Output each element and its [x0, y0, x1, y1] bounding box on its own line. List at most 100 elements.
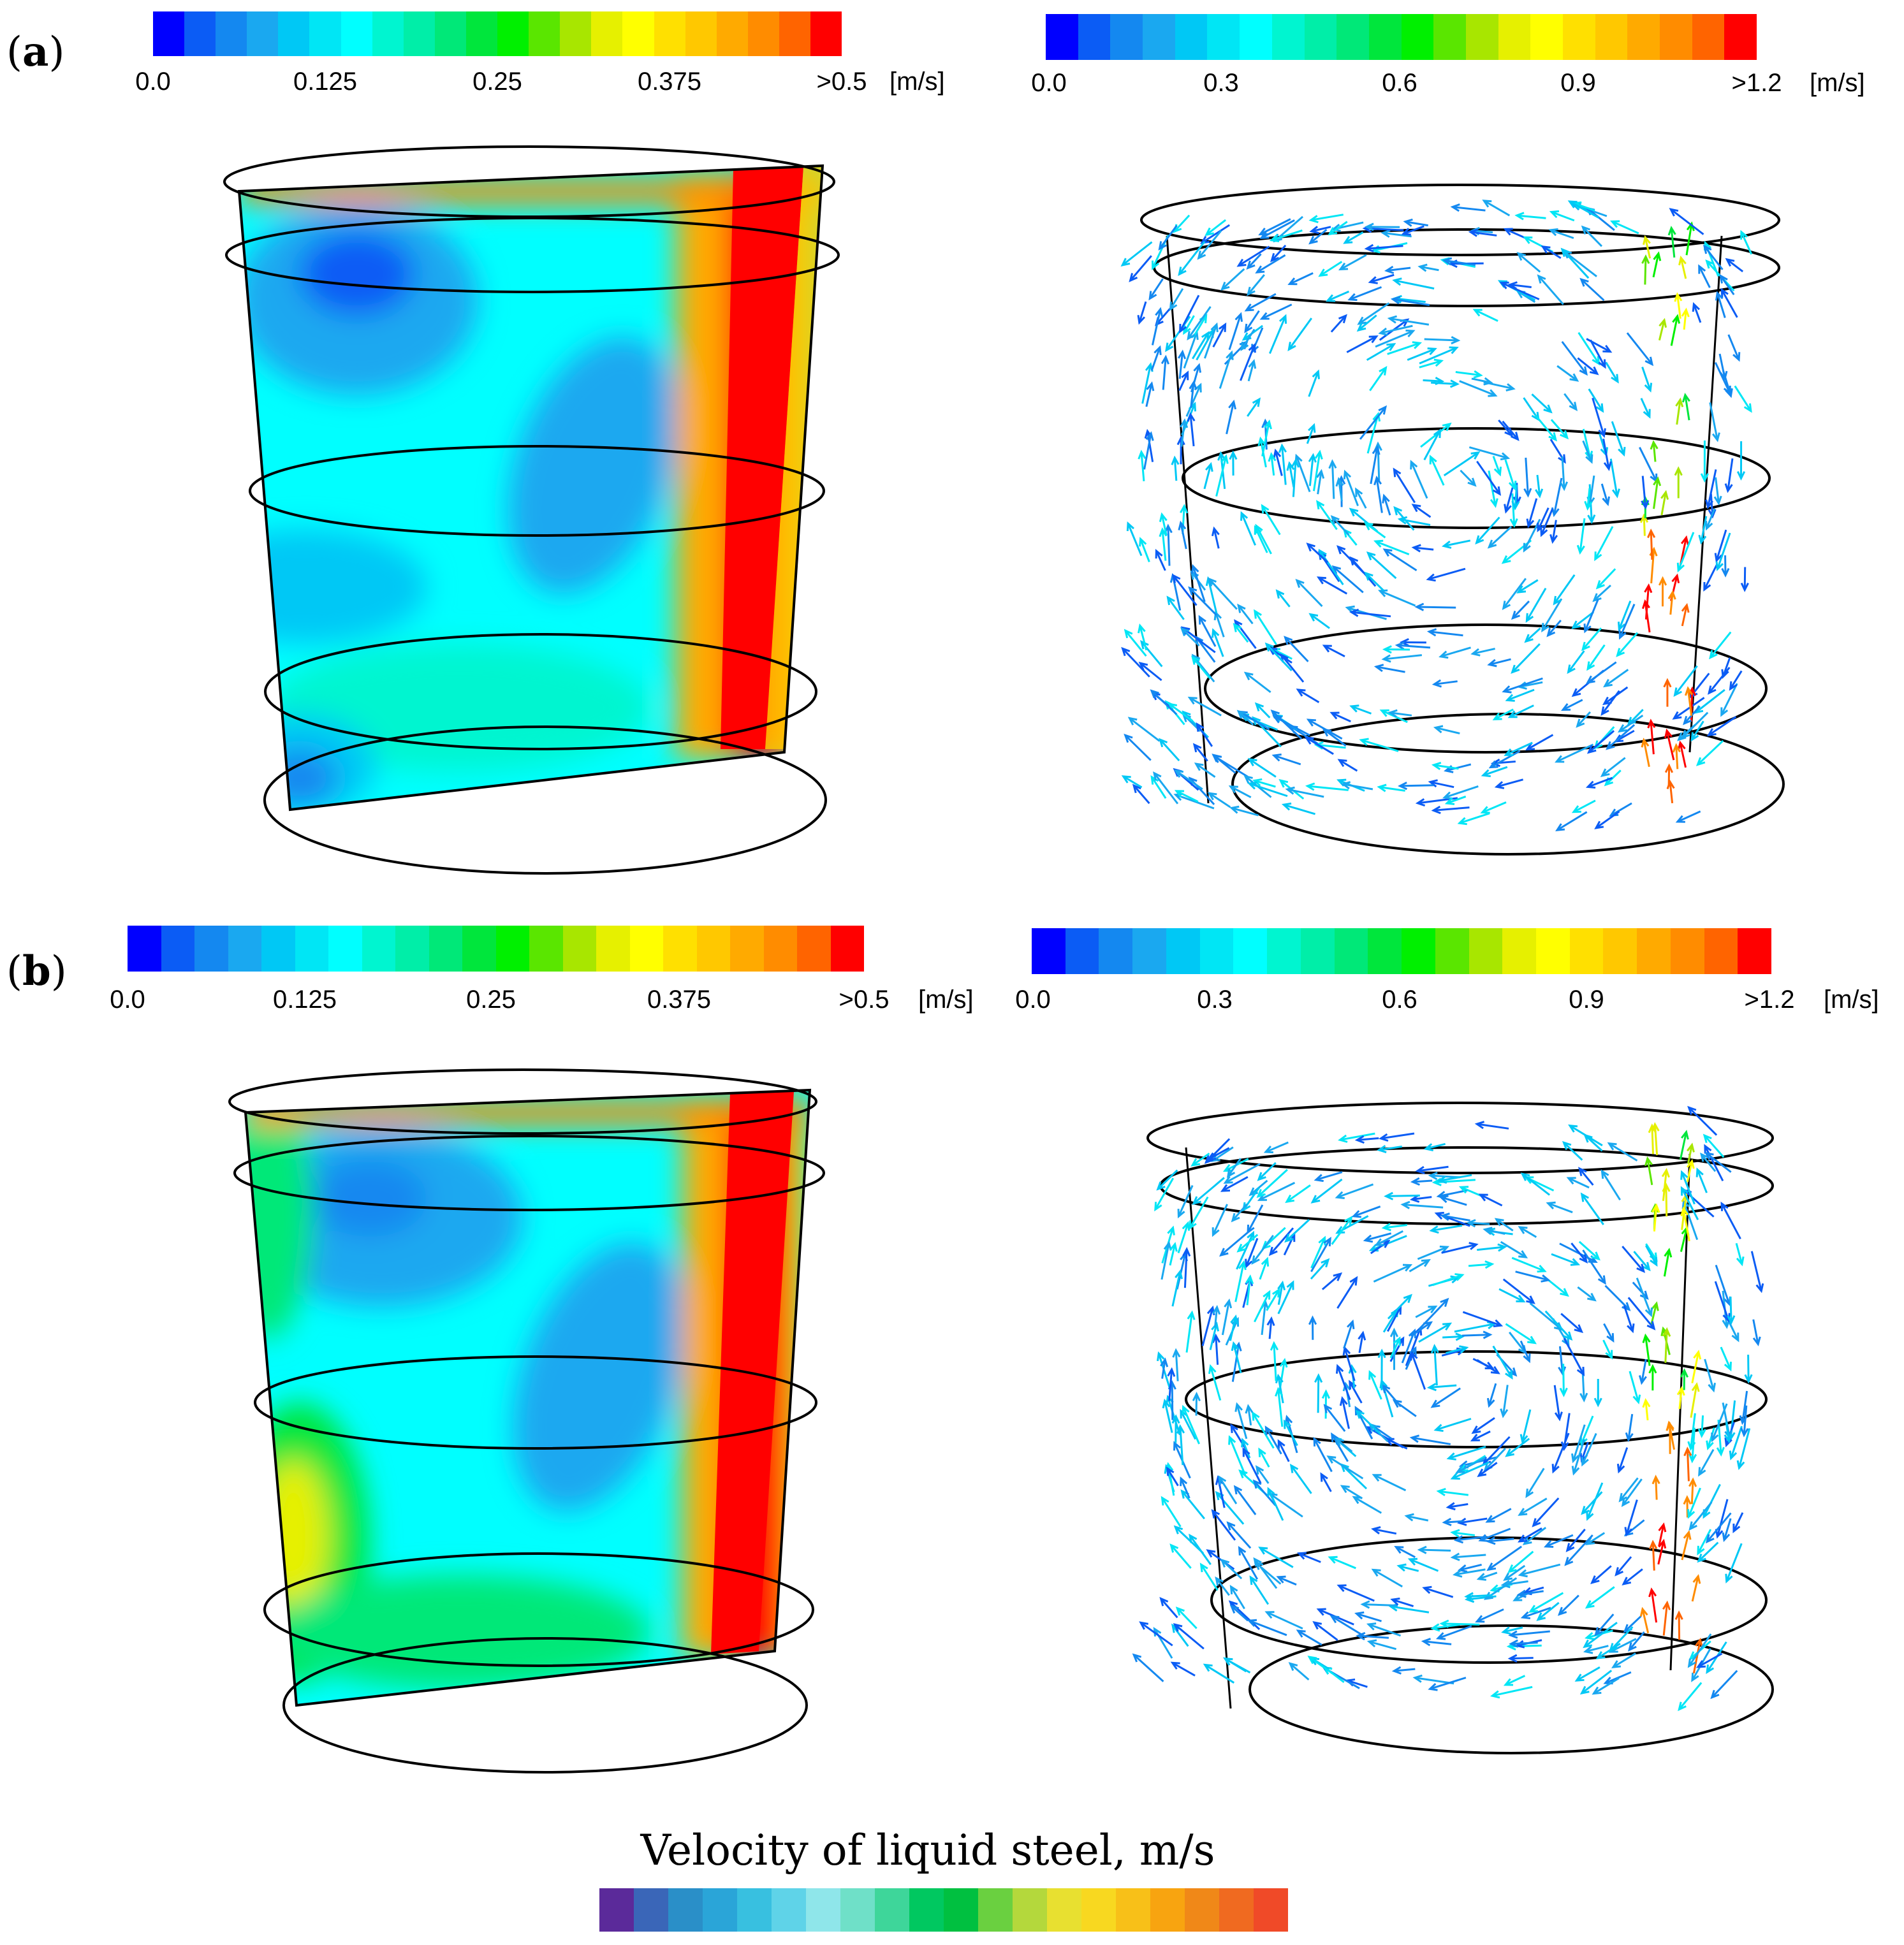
velocity-vector — [1362, 1603, 1398, 1606]
velocity-vector-head — [1711, 432, 1720, 442]
colorbar-swatch — [1207, 14, 1240, 60]
velocity-vector — [1611, 220, 1639, 235]
velocity-vector — [1319, 550, 1344, 586]
velocity-vector — [1476, 1608, 1504, 1622]
velocity-vector — [1317, 470, 1322, 495]
velocity-vector — [1483, 1436, 1511, 1465]
velocity-vector-head — [1240, 341, 1249, 351]
velocity-vector — [1244, 310, 1260, 332]
velocity-vector — [1459, 1563, 1482, 1571]
velocity-vector — [1597, 568, 1616, 588]
velocity-vector-head — [1434, 1211, 1444, 1220]
velocity-vector — [1493, 708, 1514, 720]
velocity-vector-head — [1205, 227, 1214, 237]
velocity-vector-head — [1211, 1509, 1220, 1519]
velocity-vector — [1602, 1339, 1613, 1359]
velocity-vector — [1193, 744, 1208, 762]
velocity-vector — [1340, 1132, 1375, 1141]
velocity-vector-head — [1641, 254, 1650, 265]
velocity-vector-head — [1492, 486, 1502, 496]
velocity-vector — [1442, 1335, 1463, 1339]
velocity-vector-head — [1691, 1672, 1699, 1682]
velocity-vector — [1259, 1181, 1296, 1201]
velocity-vector — [1460, 469, 1476, 486]
velocity-vector — [1192, 565, 1206, 602]
velocity-vector-head — [1470, 648, 1481, 657]
velocity-vector — [1714, 361, 1731, 394]
velocity-vector — [1246, 1276, 1252, 1306]
velocity-vector-head — [1579, 1392, 1588, 1402]
velocity-vector-head — [1180, 1476, 1188, 1487]
velocity-vector — [1320, 1473, 1332, 1492]
velocity-vector — [1676, 294, 1681, 319]
velocity-vector-head — [1178, 266, 1187, 277]
velocity-vector — [1234, 1486, 1257, 1515]
velocity-vector — [1720, 289, 1738, 318]
velocity-vector-head — [1433, 428, 1442, 439]
velocity-vector-head — [1314, 449, 1323, 460]
velocity-vector — [1412, 504, 1432, 518]
velocity-vector-head — [1255, 265, 1265, 274]
velocity-vector-head — [1247, 758, 1257, 767]
velocity-vector — [1505, 741, 1533, 756]
velocity-vector-head — [1187, 412, 1196, 422]
velocity-vector — [1519, 1527, 1542, 1543]
velocity-vector — [1204, 1664, 1235, 1684]
velocity-vector-head — [1348, 1364, 1357, 1374]
velocity-vector-head — [1707, 685, 1717, 695]
velocity-vector — [1181, 628, 1200, 646]
velocity-vector-head — [1674, 292, 1683, 302]
velocity-vector-head — [1273, 448, 1282, 459]
velocity-vector — [1151, 309, 1162, 346]
velocity-vector-head — [1308, 215, 1319, 224]
velocity-vector-head — [1611, 1660, 1622, 1668]
velocity-vector — [1424, 1587, 1454, 1598]
velocity-vector — [1625, 1499, 1638, 1535]
velocity-vector-head — [1258, 1547, 1268, 1555]
velocity-vector — [1718, 353, 1726, 379]
velocity-vector-head — [1153, 345, 1162, 356]
velocity-vector — [1215, 1577, 1230, 1596]
colorbar-swatch — [685, 11, 717, 56]
velocity-vector-head — [1196, 722, 1205, 732]
velocity-vector-head — [1486, 1397, 1495, 1408]
velocity-vector-head — [1169, 1543, 1179, 1553]
velocity-vector-head — [1488, 760, 1498, 769]
velocity-vector-head — [1641, 738, 1650, 748]
velocity-vector-head — [1724, 483, 1733, 493]
velocity-vector-head — [1617, 724, 1627, 733]
velocity-vector — [1245, 672, 1271, 694]
velocity-vector-head — [1208, 1364, 1217, 1374]
velocity-vector — [1283, 803, 1315, 815]
velocity-vector — [1353, 1496, 1382, 1514]
velocity-vector-head — [1549, 210, 1560, 219]
velocity-vector-head — [1163, 1241, 1172, 1251]
velocity-vector — [1669, 592, 1674, 615]
velocity-vector — [1548, 1202, 1573, 1214]
velocity-vector-head — [1497, 1243, 1507, 1252]
velocity-vector — [1253, 1480, 1277, 1506]
velocity-vector — [1429, 1384, 1457, 1389]
velocity-vector-head — [1698, 1467, 1706, 1477]
velocity-vector-head — [1486, 1563, 1497, 1571]
colorbar-swatch — [362, 926, 395, 972]
velocity-vector — [1247, 274, 1265, 295]
velocity-vector — [1318, 576, 1348, 595]
velocity-vector-head — [1389, 1327, 1398, 1337]
velocity-vector — [1277, 1440, 1290, 1462]
colorbar-swatch — [495, 926, 529, 972]
velocity-vector — [1474, 309, 1498, 322]
velocity-vector — [1586, 1629, 1613, 1639]
velocity-vector — [1298, 1552, 1321, 1563]
velocity-vector — [1178, 1184, 1194, 1217]
velocity-vector — [1707, 1427, 1715, 1449]
velocity-vector-head — [1605, 1350, 1613, 1360]
velocity-vector — [1337, 479, 1343, 502]
velocity-vector-head — [1364, 244, 1374, 252]
velocity-vector-head — [1276, 1575, 1286, 1584]
velocity-vector-head — [1380, 229, 1391, 238]
velocity-vector — [1623, 1568, 1643, 1585]
velocity-vector — [1122, 241, 1153, 266]
velocity-vector-head — [1583, 1639, 1593, 1649]
colorbar-swatch — [1692, 14, 1725, 60]
